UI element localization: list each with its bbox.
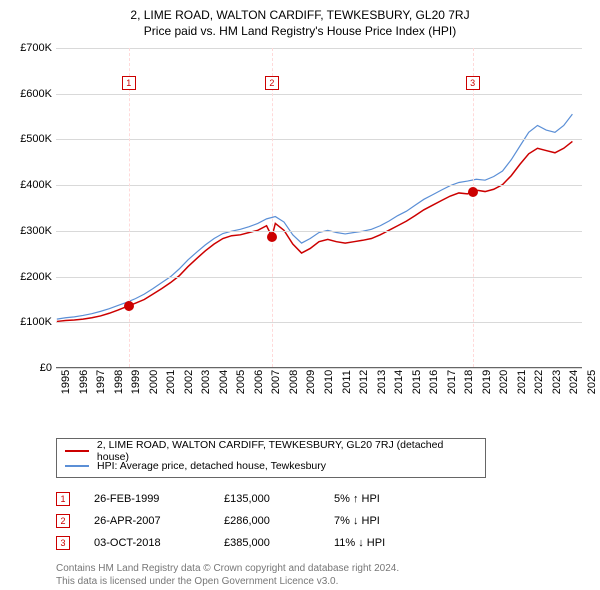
- footnote-line1: Contains HM Land Registry data © Crown c…: [56, 562, 588, 575]
- sales-row-diff: 11% ↓ HPI: [334, 537, 454, 549]
- chart-title-address: 2, LIME ROAD, WALTON CARDIFF, TEWKESBURY…: [12, 8, 588, 22]
- sale-marker-box: 3: [466, 76, 480, 90]
- gridline: [56, 231, 582, 232]
- y-axis-label: £700K: [12, 42, 52, 54]
- x-axis-label: 2002: [183, 370, 195, 394]
- sale-marker-vline: [473, 48, 474, 367]
- footnote-line2: This data is licensed under the Open Gov…: [56, 575, 588, 588]
- chart-subtitle: Price paid vs. HM Land Registry's House …: [12, 24, 588, 38]
- sales-row: 3 03-OCT-2018£385,00011% ↓ HPI: [56, 532, 588, 554]
- chart-area: 1 2 3 £0 £100K £200K £300K £400K £500K £600K £700…: [12, 44, 588, 400]
- x-axis-label: 2021: [516, 370, 528, 394]
- x-axis-label: 2008: [288, 370, 300, 394]
- x-axis-label: 2010: [323, 370, 335, 394]
- sales-row-price: £286,000: [224, 515, 334, 527]
- sales-row-marker: 1: [56, 492, 70, 506]
- sales-row-date: 26-APR-2007: [94, 515, 224, 527]
- legend-label: HPI: Average price, detached house, Tewk…: [97, 460, 326, 472]
- x-axis-label: 2009: [305, 370, 317, 394]
- sale-marker-box: 2: [265, 76, 279, 90]
- sales-row-price: £135,000: [224, 493, 334, 505]
- sales-row-date: 03-OCT-2018: [94, 537, 224, 549]
- x-axis-label: 2015: [411, 370, 423, 394]
- legend-box: 2, LIME ROAD, WALTON CARDIFF, TEWKESBURY…: [56, 438, 486, 478]
- sales-row: 2 26-APR-2007£286,0007% ↓ HPI: [56, 510, 588, 532]
- y-axis-label: £200K: [12, 271, 52, 283]
- x-axis-label: 2014: [393, 370, 405, 394]
- sale-marker-dot: [468, 187, 478, 197]
- x-axis-label: 2016: [428, 370, 440, 394]
- gridline: [56, 139, 582, 140]
- sales-row-diff: 7% ↓ HPI: [334, 515, 454, 527]
- x-axis-label: 2001: [165, 370, 177, 394]
- x-axis-label: 2023: [551, 370, 563, 394]
- x-axis-label: 2012: [358, 370, 370, 394]
- footnote: Contains HM Land Registry data © Crown c…: [56, 562, 588, 588]
- x-axis-label: 2019: [481, 370, 493, 394]
- sale-marker-vline: [272, 48, 273, 367]
- x-axis-label: 1998: [113, 370, 125, 394]
- x-axis-label: 1997: [95, 370, 107, 394]
- gridline: [56, 322, 582, 323]
- sale-marker-dot: [267, 232, 277, 242]
- gridline: [56, 94, 582, 95]
- legend-item: 2, LIME ROAD, WALTON CARDIFF, TEWKESBURY…: [65, 443, 477, 458]
- sales-row: 1 26-FEB-1999£135,0005% ↑ HPI: [56, 488, 588, 510]
- legend-swatch: [65, 450, 89, 452]
- x-axis-label: 2003: [200, 370, 212, 394]
- x-axis-label: 2024: [568, 370, 580, 394]
- sales-row-date: 26-FEB-1999: [94, 493, 224, 505]
- x-axis-label: 1996: [78, 370, 90, 394]
- sales-row-diff: 5% ↑ HPI: [334, 493, 454, 505]
- gridline: [56, 48, 582, 49]
- series-line-hpi: [57, 114, 573, 319]
- x-axis-label: 2020: [498, 370, 510, 394]
- x-axis-label: 1995: [60, 370, 72, 394]
- y-axis-label: £500K: [12, 133, 52, 145]
- x-axis-label: 2018: [463, 370, 475, 394]
- legend-swatch: [65, 465, 89, 467]
- sales-table: 1 26-FEB-1999£135,0005% ↑ HPI 2 26-APR-2007…: [56, 488, 588, 554]
- y-axis-label: £400K: [12, 179, 52, 191]
- chart-plot: 1 2 3: [56, 48, 582, 368]
- y-axis-label: £300K: [12, 225, 52, 237]
- x-axis-label: 1999: [130, 370, 142, 394]
- x-axis-label: 2013: [376, 370, 388, 394]
- chart-lines-svg: [56, 48, 582, 367]
- chart-title-block: 2, LIME ROAD, WALTON CARDIFF, TEWKESBURY…: [12, 8, 588, 38]
- x-axis-label: 2022: [533, 370, 545, 394]
- sale-marker-vline: [129, 48, 130, 367]
- y-axis-label: £0: [12, 362, 52, 374]
- x-axis-label: 2000: [148, 370, 160, 394]
- sales-row-marker: 3: [56, 536, 70, 550]
- x-axis-label: 2004: [218, 370, 230, 394]
- sale-marker-dot: [124, 301, 134, 311]
- x-axis-label: 2025: [586, 370, 598, 394]
- x-axis-label: 2007: [270, 370, 282, 394]
- gridline: [56, 277, 582, 278]
- sales-row-price: £385,000: [224, 537, 334, 549]
- y-axis-label: £100K: [12, 316, 52, 328]
- x-axis-label: 2017: [446, 370, 458, 394]
- x-axis-label: 2005: [235, 370, 247, 394]
- x-axis-label: 2011: [341, 370, 353, 394]
- sale-marker-box: 1: [122, 76, 136, 90]
- y-axis-label: £600K: [12, 88, 52, 100]
- x-axis-label: 2006: [253, 370, 265, 394]
- sales-row-marker: 2: [56, 514, 70, 528]
- gridline: [56, 185, 582, 186]
